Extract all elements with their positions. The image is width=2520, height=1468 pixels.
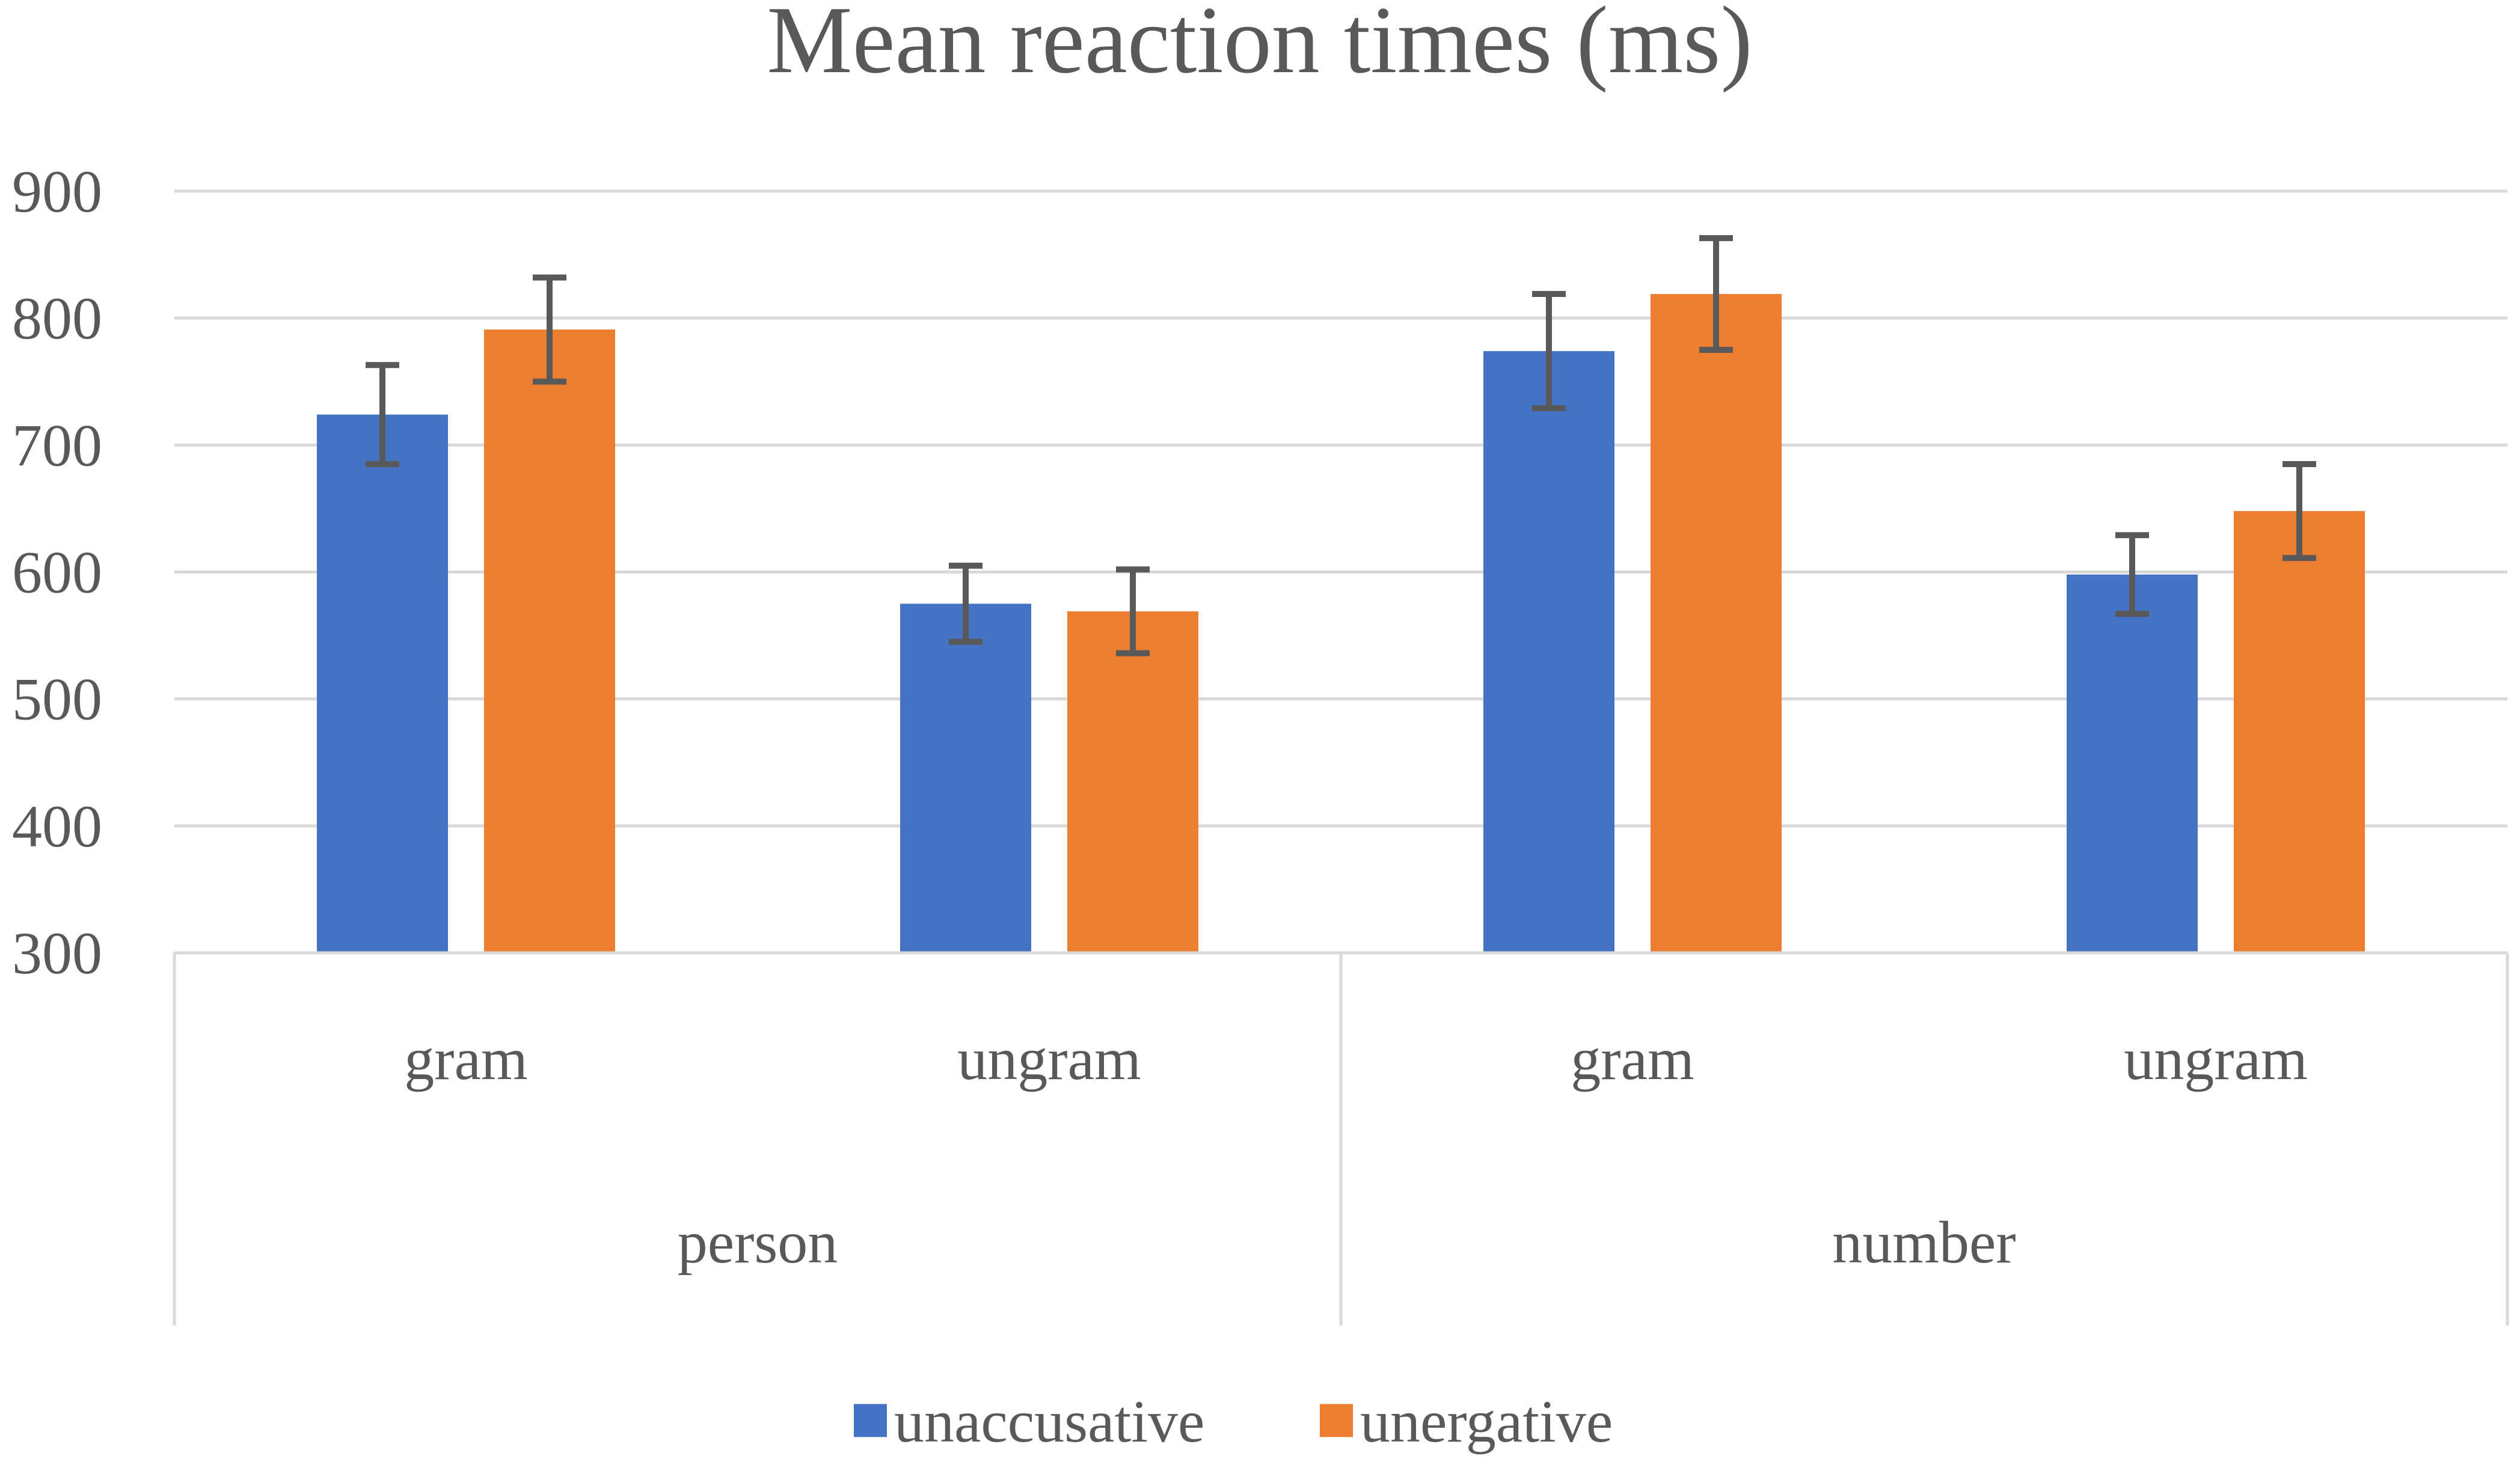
bar-unergative-number-ungram: [2234, 511, 2365, 953]
legend: unaccusative unergative: [854, 1388, 1613, 1455]
bar-unaccusative-number-ungram: [2067, 574, 2198, 953]
x-axis: gram ungram gram ungram person number: [173, 951, 2509, 1326]
bar-unaccusative-person-ungram: [900, 604, 1031, 953]
x-group-label: person: [678, 1209, 838, 1276]
bar-unergative-person-ungram: [1067, 611, 1198, 953]
y-axis-tick-labels: 300 400 500 600 700 800 900: [12, 158, 102, 986]
x-tick-label: gram: [404, 1026, 527, 1092]
x-tick-label: ungram: [2124, 1026, 2307, 1092]
x-tick-label: ungram: [957, 1026, 1141, 1092]
legend-swatch-unergative: [1320, 1404, 1353, 1437]
legend-swatch-unaccusative: [854, 1404, 887, 1437]
bar-unaccusative-number-gram: [1483, 351, 1614, 953]
y-tick-label: 700: [12, 412, 102, 479]
bar-unergative-person-gram: [484, 329, 615, 953]
y-tick-label: 800: [12, 285, 102, 352]
legend-label-unergative: unergative: [1360, 1388, 1613, 1455]
x-group-label: number: [1832, 1209, 2016, 1276]
y-tick-label: 400: [12, 793, 102, 860]
error-bars: [366, 235, 2316, 656]
y-tick-label: 600: [12, 539, 102, 606]
y-tick-label: 500: [12, 666, 102, 733]
bar-unergative-number-gram: [1651, 294, 1782, 953]
legend-label-unaccusative: unaccusative: [894, 1388, 1204, 1455]
bar-series: [317, 294, 2365, 953]
y-tick-label: 300: [12, 920, 102, 986]
x-tick-label: gram: [1571, 1026, 1694, 1092]
chart-title: Mean reaction times (ms): [767, 0, 1752, 93]
bar-unaccusative-person-gram: [317, 414, 448, 953]
y-tick-label: 900: [12, 158, 102, 225]
